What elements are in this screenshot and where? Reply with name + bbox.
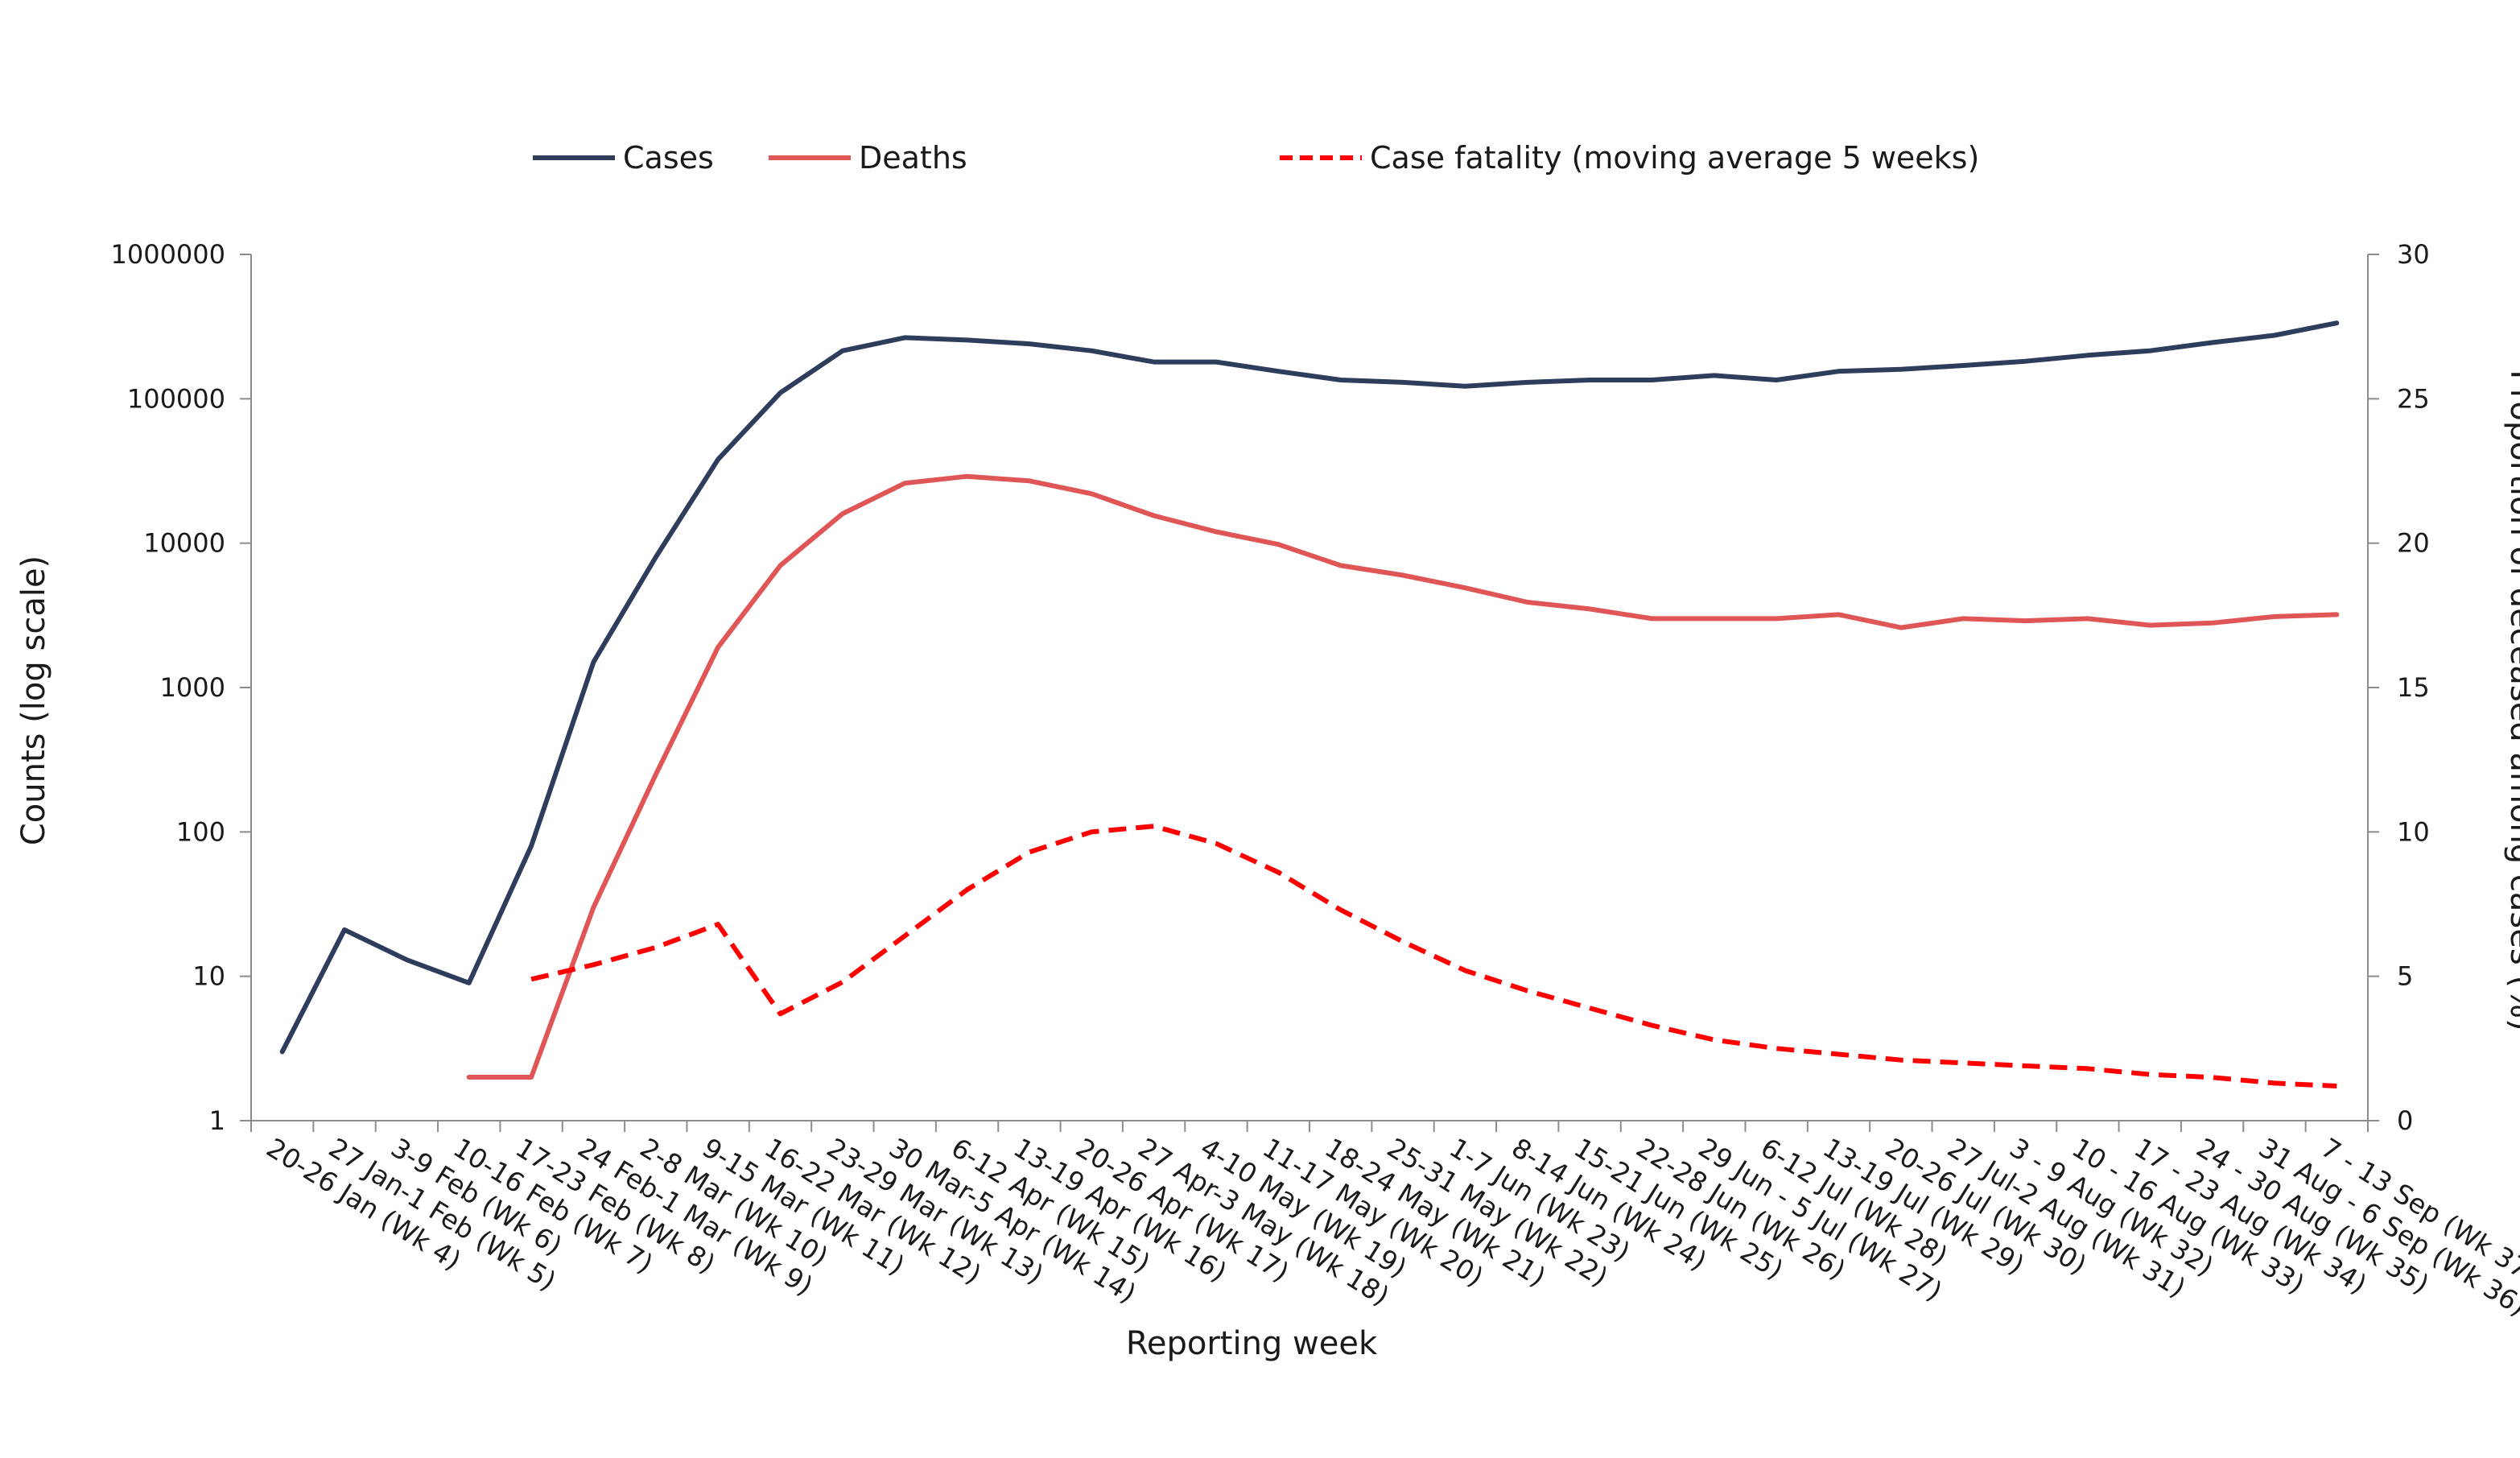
- series-line-2: [530, 824, 2337, 1088]
- y-tick-label: 100: [176, 816, 225, 847]
- legend-label-2: Case fatality (moving average 5 weeks): [1370, 140, 1979, 176]
- y2-tick-label: 30: [2397, 239, 2430, 270]
- y-tick-label: 1: [209, 1105, 225, 1136]
- y2-tick-label: 10: [2397, 816, 2430, 847]
- y2-tick-label: 15: [2397, 672, 2430, 703]
- series-line-0: [279, 320, 2340, 1055]
- series-line-1: [466, 473, 2340, 1080]
- legend: Cases Deaths Case fatality (moving average…: [533, 140, 1979, 176]
- legend-label-0: Cases: [623, 140, 714, 176]
- axes: 1 10 100 1000 10000 100000 1000000 0 5 10 15 20 25 30: [110, 239, 2429, 1136]
- y-tick-label: 10: [192, 961, 225, 992]
- y2-tick-label: 25: [2397, 383, 2430, 414]
- y2-tick-label: 0: [2397, 1105, 2413, 1136]
- legend-label-1: Deaths: [859, 140, 967, 176]
- series-lines: [279, 320, 2340, 1088]
- y-axis-title: Counts (log scale): [15, 556, 52, 845]
- y-tick-label: 10000: [143, 528, 225, 559]
- y2-axis-title: Proportion of deceased among cases (%): [2503, 370, 2520, 1031]
- x-axis-title: Reporting week: [1126, 1325, 1378, 1362]
- y2-tick-label: 20: [2397, 528, 2430, 559]
- y-tick-label: 1000: [160, 672, 225, 703]
- y-tick-label: 100000: [127, 383, 225, 414]
- y2-tick-label: 5: [2397, 961, 2413, 992]
- x-category-labels: 20-26 Jan (Wk 4)27 Jan-1 Feb (Wk 5)3-9 F…: [261, 1132, 2520, 1323]
- y-tick-label: 1000000: [110, 239, 225, 270]
